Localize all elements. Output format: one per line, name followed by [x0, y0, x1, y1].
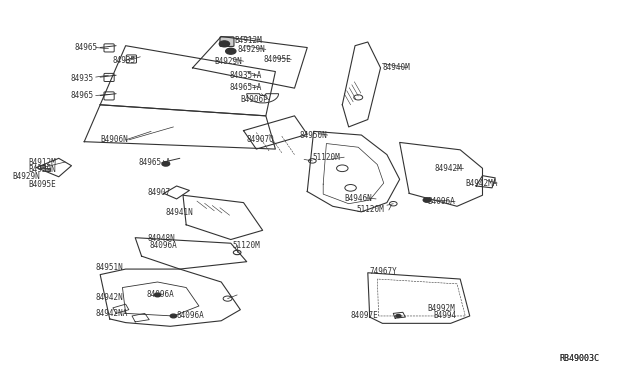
Text: 84097E: 84097E: [351, 311, 378, 320]
Text: 84965+A: 84965+A: [138, 157, 171, 167]
Text: 84096A: 84096A: [149, 241, 177, 250]
Text: 51120M: 51120M: [312, 153, 340, 162]
Text: B4095E: B4095E: [28, 180, 56, 189]
Text: B4912M: B4912M: [28, 157, 56, 167]
Text: B4929N: B4929N: [13, 172, 40, 181]
Text: 84948N: 84948N: [148, 234, 176, 243]
Text: B4912M: B4912M: [234, 36, 262, 45]
Text: 84942N: 84942N: [96, 293, 124, 302]
Text: 84096A: 84096A: [177, 311, 204, 320]
Text: 84942NA: 84942NA: [96, 309, 128, 318]
Text: B4992M: B4992M: [427, 304, 455, 313]
Text: B4906P: B4906P: [241, 96, 268, 105]
Text: B4942MA: B4942MA: [465, 179, 498, 187]
Circle shape: [396, 314, 401, 317]
Text: 84941N: 84941N: [166, 208, 193, 217]
Text: RB49003C: RB49003C: [559, 354, 599, 363]
FancyBboxPatch shape: [104, 44, 114, 52]
Circle shape: [423, 198, 431, 202]
FancyBboxPatch shape: [104, 73, 114, 81]
Text: 84935+A: 84935+A: [230, 71, 262, 80]
Text: 84942M: 84942M: [435, 164, 463, 173]
Text: 84935: 84935: [113, 56, 136, 65]
Text: B4929N: B4929N: [215, 57, 243, 66]
Wedge shape: [246, 94, 278, 103]
Bar: [40, 165, 45, 168]
Text: 84095E: 84095E: [264, 55, 292, 64]
Text: 84096A: 84096A: [147, 291, 175, 299]
Text: 84935: 84935: [70, 74, 93, 83]
Text: 84929N: 84929N: [237, 45, 265, 54]
Text: 84965: 84965: [70, 91, 93, 100]
FancyBboxPatch shape: [104, 92, 114, 100]
Text: B4946N: B4946N: [344, 195, 372, 203]
Circle shape: [162, 161, 170, 166]
Text: 84940M: 84940M: [383, 63, 410, 72]
Text: 84907Q: 84907Q: [246, 135, 275, 144]
Text: 51120M: 51120M: [357, 205, 385, 215]
Circle shape: [154, 293, 161, 297]
Text: RB49003C: RB49003C: [559, 354, 599, 363]
Text: B4994: B4994: [433, 311, 456, 320]
Text: 84907: 84907: [148, 188, 171, 197]
FancyBboxPatch shape: [126, 55, 136, 63]
Text: 51120M: 51120M: [232, 241, 260, 250]
Text: B4096A: B4096A: [427, 197, 455, 206]
Circle shape: [220, 41, 230, 47]
Text: B4906N: B4906N: [100, 135, 128, 144]
Text: 84965: 84965: [75, 43, 98, 52]
Text: 74967Y: 74967Y: [370, 267, 397, 276]
FancyBboxPatch shape: [220, 37, 234, 46]
Text: B4929N: B4929N: [28, 165, 56, 174]
Circle shape: [226, 48, 236, 54]
Text: 84965+A: 84965+A: [230, 83, 262, 92]
Text: 84950N: 84950N: [300, 131, 327, 140]
Circle shape: [170, 314, 177, 318]
Bar: [45, 168, 50, 171]
Text: 84951N: 84951N: [96, 263, 124, 272]
